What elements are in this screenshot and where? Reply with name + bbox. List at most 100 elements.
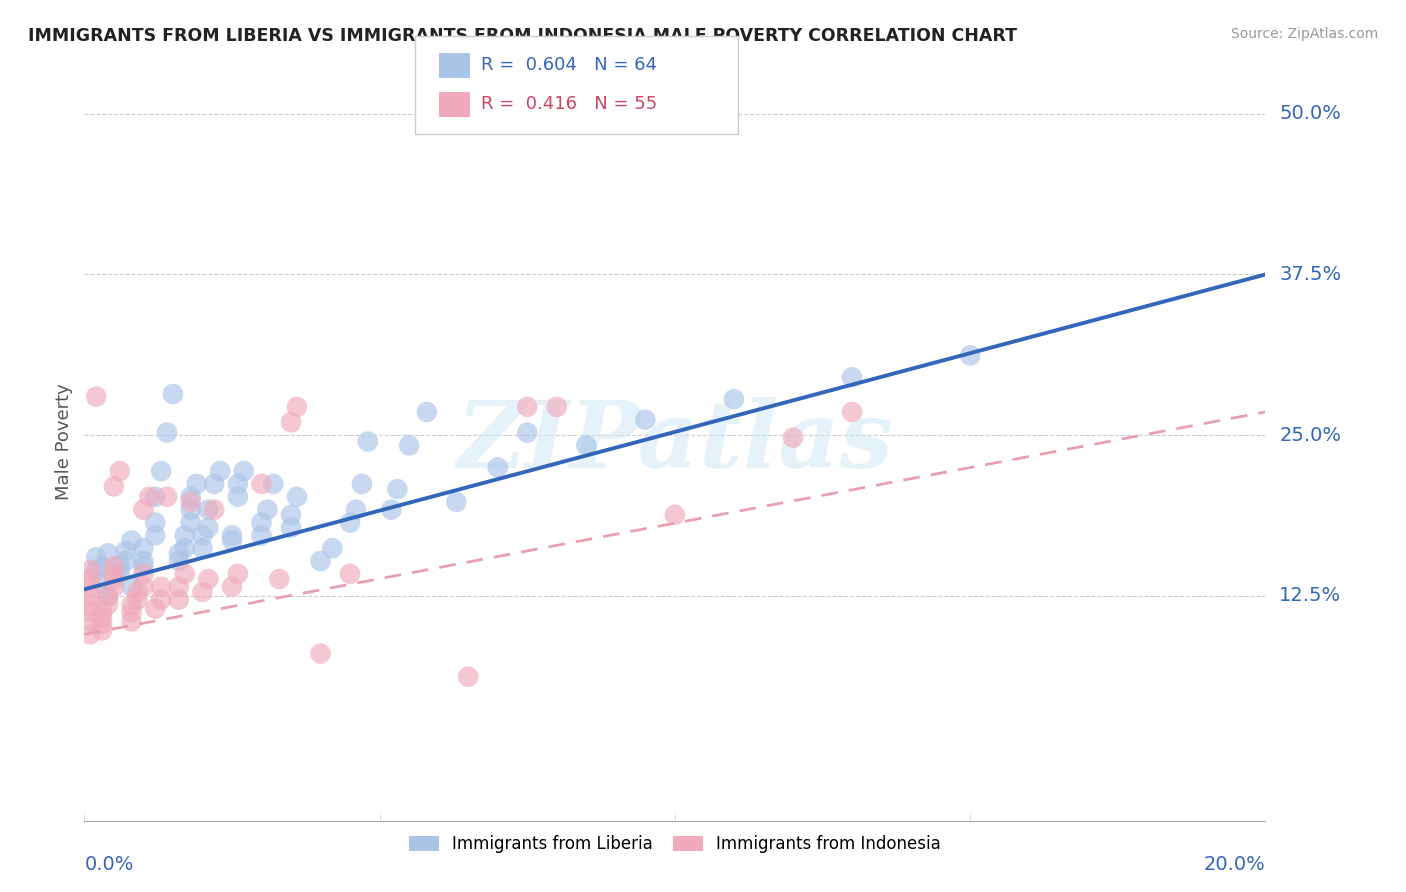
Point <box>121 598 143 612</box>
Point <box>782 431 804 445</box>
Point <box>156 425 179 440</box>
Point <box>156 490 179 504</box>
Point <box>339 516 361 530</box>
Point <box>114 554 136 568</box>
Point <box>546 400 568 414</box>
Text: R =  0.604   N = 64: R = 0.604 N = 64 <box>481 56 657 74</box>
Point <box>143 528 166 542</box>
Point <box>167 546 190 560</box>
Point <box>173 528 195 542</box>
Point <box>841 405 863 419</box>
Point <box>132 580 155 594</box>
Point <box>132 502 155 516</box>
Point <box>103 580 125 594</box>
Point <box>127 585 149 599</box>
Point <box>132 554 155 568</box>
Point <box>79 615 101 629</box>
Text: 0.0%: 0.0% <box>84 855 134 874</box>
Point <box>132 566 155 581</box>
Point <box>97 589 120 603</box>
Point <box>285 490 308 504</box>
Point <box>97 546 120 560</box>
Point <box>173 541 195 556</box>
Point <box>841 370 863 384</box>
Point <box>250 516 273 530</box>
Point <box>79 580 101 594</box>
Point <box>262 477 284 491</box>
Point <box>138 490 160 504</box>
Point <box>516 400 538 414</box>
Point <box>143 490 166 504</box>
Point <box>180 516 202 530</box>
Point <box>91 617 114 632</box>
Point <box>79 627 101 641</box>
Point <box>457 670 479 684</box>
Point <box>79 563 101 577</box>
Point <box>339 566 361 581</box>
Point <box>91 606 114 620</box>
Point <box>416 405 439 419</box>
Point <box>91 624 114 638</box>
Point <box>226 490 249 504</box>
Text: IMMIGRANTS FROM LIBERIA VS IMMIGRANTS FROM INDONESIA MALE POVERTY CORRELATION CH: IMMIGRANTS FROM LIBERIA VS IMMIGRANTS FR… <box>28 27 1017 45</box>
Point <box>84 550 107 565</box>
Point <box>91 575 114 590</box>
Point <box>664 508 686 522</box>
Point <box>121 606 143 620</box>
Point <box>321 541 343 556</box>
Point <box>97 598 120 612</box>
Point <box>202 502 225 516</box>
Point <box>143 516 166 530</box>
Point <box>380 502 402 516</box>
Point <box>387 482 409 496</box>
Point <box>226 566 249 581</box>
Point <box>150 592 173 607</box>
Point <box>309 647 332 661</box>
Point <box>108 566 131 580</box>
Point <box>132 541 155 556</box>
Text: R =  0.416   N = 55: R = 0.416 N = 55 <box>481 95 657 113</box>
Point <box>108 559 131 574</box>
Point <box>186 477 208 491</box>
Point <box>84 390 107 404</box>
Point <box>221 528 243 542</box>
Point <box>280 508 302 522</box>
Point <box>269 572 291 586</box>
Point <box>150 464 173 478</box>
Point <box>103 572 125 586</box>
Point <box>108 464 131 478</box>
Point <box>91 610 114 624</box>
Point <box>398 438 420 452</box>
Point <box>959 348 981 362</box>
Point <box>197 502 219 516</box>
Point <box>221 580 243 594</box>
Text: 25.0%: 25.0% <box>1279 425 1341 444</box>
Point <box>79 598 101 612</box>
Point <box>79 606 101 620</box>
Point <box>143 601 166 615</box>
Point <box>516 425 538 440</box>
Point <box>173 566 195 581</box>
Point <box>127 592 149 607</box>
Legend: Immigrants from Liberia, Immigrants from Indonesia: Immigrants from Liberia, Immigrants from… <box>401 827 949 862</box>
Point <box>446 495 468 509</box>
Point <box>167 592 190 607</box>
Point <box>350 477 373 491</box>
Point <box>167 554 190 568</box>
Point <box>575 438 598 452</box>
Text: ZIPatlas: ZIPatlas <box>457 397 893 486</box>
Point <box>344 502 367 516</box>
Point <box>723 392 745 406</box>
Point <box>180 502 202 516</box>
Point <box>121 533 143 548</box>
Point <box>132 559 155 574</box>
Point <box>114 543 136 558</box>
Point <box>309 554 332 568</box>
Point <box>256 502 278 516</box>
Point <box>280 415 302 429</box>
Point <box>634 413 657 427</box>
Point <box>91 559 114 574</box>
Point <box>191 541 214 556</box>
Point <box>226 477 249 491</box>
Point <box>280 521 302 535</box>
